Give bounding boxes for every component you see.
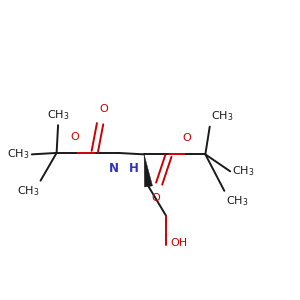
Text: CH$_3$: CH$_3$	[16, 184, 39, 198]
Text: CH$_3$: CH$_3$	[47, 108, 69, 122]
Polygon shape	[144, 154, 152, 187]
Text: CH$_3$: CH$_3$	[232, 164, 255, 178]
Text: N: N	[109, 162, 119, 175]
Text: CH$_3$: CH$_3$	[211, 110, 234, 123]
Text: O: O	[183, 133, 191, 143]
Text: OH: OH	[170, 238, 188, 248]
Text: CH$_3$: CH$_3$	[226, 194, 248, 208]
Text: H: H	[129, 162, 139, 175]
Text: O: O	[99, 104, 108, 114]
Text: CH$_3$: CH$_3$	[7, 148, 29, 161]
Text: O: O	[70, 132, 80, 142]
Text: O: O	[152, 193, 160, 203]
